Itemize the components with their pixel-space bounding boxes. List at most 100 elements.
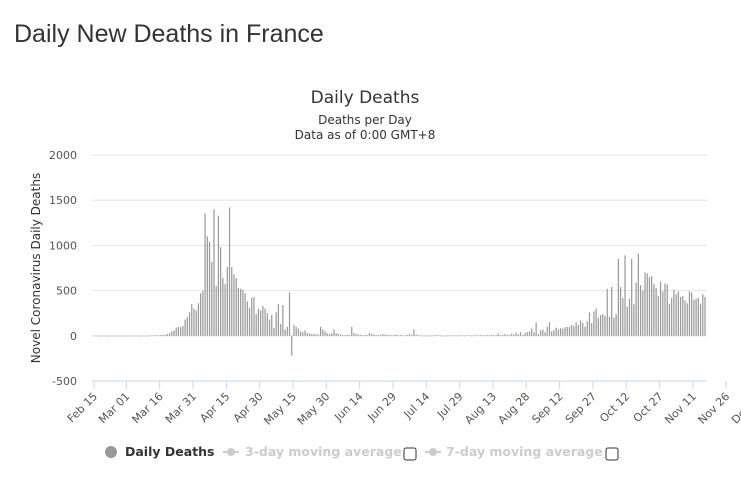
bar[interactable]: [695, 298, 697, 336]
bar[interactable]: [548, 322, 551, 336]
bar[interactable]: [371, 333, 373, 336]
bar[interactable]: [128, 335, 131, 337]
bar[interactable]: [655, 287, 657, 336]
bar[interactable]: [153, 335, 155, 337]
bar[interactable]: [353, 333, 355, 336]
bar[interactable]: [342, 334, 344, 336]
bar[interactable]: [553, 330, 555, 336]
bar[interactable]: [344, 335, 346, 336]
bar[interactable]: [157, 335, 160, 336]
bar[interactable]: [286, 326, 288, 336]
bar[interactable]: [237, 287, 240, 336]
bar[interactable]: [573, 325, 575, 336]
bar[interactable]: [633, 304, 635, 336]
bar[interactable]: [364, 334, 366, 336]
bar[interactable]: [524, 333, 526, 336]
bar[interactable]: [335, 333, 337, 336]
bar[interactable]: [497, 333, 499, 336]
bar[interactable]: [146, 335, 148, 337]
bar[interactable]: [486, 334, 488, 336]
bar[interactable]: [544, 332, 546, 336]
bar[interactable]: [124, 335, 126, 337]
bar[interactable]: [399, 334, 402, 336]
bar[interactable]: [606, 288, 608, 336]
bar[interactable]: [533, 332, 535, 336]
bar[interactable]: [297, 328, 300, 336]
checkbox-3day[interactable]: [403, 447, 417, 461]
bar[interactable]: [595, 308, 597, 336]
bar[interactable]: [204, 213, 206, 336]
bar[interactable]: [222, 277, 224, 336]
bar[interactable]: [251, 297, 253, 336]
bar[interactable]: [644, 272, 646, 336]
bar[interactable]: [433, 335, 435, 337]
bar[interactable]: [451, 335, 453, 337]
bar[interactable]: [408, 333, 411, 336]
bar[interactable]: [213, 209, 215, 336]
bar[interactable]: [215, 286, 217, 336]
bar[interactable]: [115, 335, 117, 337]
bar[interactable]: [495, 335, 497, 336]
bar[interactable]: [626, 306, 628, 336]
bar[interactable]: [693, 299, 695, 336]
bar[interactable]: [402, 335, 404, 337]
bar[interactable]: [659, 281, 662, 336]
bar[interactable]: [282, 305, 284, 336]
bar[interactable]: [413, 329, 415, 336]
bar[interactable]: [126, 335, 128, 337]
bar[interactable]: [331, 333, 333, 336]
bar[interactable]: [122, 335, 124, 337]
bar[interactable]: [675, 294, 677, 336]
bar[interactable]: [360, 334, 362, 336]
bar[interactable]: [175, 327, 177, 336]
bar[interactable]: [704, 296, 706, 336]
bar[interactable]: [193, 308, 195, 336]
bar[interactable]: [444, 335, 446, 337]
bar[interactable]: [471, 335, 473, 337]
bar[interactable]: [277, 304, 280, 336]
bar[interactable]: [220, 247, 222, 336]
bar[interactable]: [351, 326, 353, 336]
bar[interactable]: [315, 334, 317, 336]
bar[interactable]: [475, 335, 477, 337]
bar[interactable]: [340, 334, 342, 336]
bar[interactable]: [431, 335, 433, 337]
bar[interactable]: [688, 291, 691, 336]
bar[interactable]: [317, 334, 320, 336]
bar[interactable]: [682, 296, 684, 336]
bar[interactable]: [648, 277, 651, 336]
legend-item-7day[interactable]: 7-day moving average: [446, 444, 603, 459]
bar[interactable]: [624, 255, 626, 336]
bar[interactable]: [697, 297, 699, 336]
bar[interactable]: [131, 335, 133, 337]
legend-symbol-daily-deaths[interactable]: [105, 446, 117, 458]
bar[interactable]: [571, 324, 573, 336]
bar[interactable]: [108, 335, 111, 337]
bar[interactable]: [415, 334, 417, 336]
bar[interactable]: [144, 335, 146, 337]
bar[interactable]: [517, 334, 519, 336]
bar[interactable]: [615, 314, 617, 336]
bar[interactable]: [622, 297, 624, 336]
bar[interactable]: [244, 293, 246, 336]
bar[interactable]: [564, 327, 566, 336]
bar[interactable]: [306, 333, 308, 336]
bar[interactable]: [428, 335, 431, 337]
bar[interactable]: [582, 323, 584, 336]
bar[interactable]: [288, 292, 291, 336]
bar[interactable]: [439, 335, 442, 337]
bar[interactable]: [95, 335, 97, 337]
bar[interactable]: [397, 335, 400, 336]
bar[interactable]: [375, 334, 377, 336]
bar[interactable]: [231, 267, 233, 336]
bar[interactable]: [479, 335, 482, 336]
bar[interactable]: [322, 329, 324, 336]
bar[interactable]: [575, 322, 577, 336]
bar[interactable]: [395, 334, 397, 336]
bar[interactable]: [120, 335, 122, 337]
bar[interactable]: [224, 284, 226, 336]
bar[interactable]: [551, 331, 553, 336]
bar[interactable]: [304, 330, 306, 336]
bar[interactable]: [464, 335, 466, 337]
legend-item-daily-deaths[interactable]: Daily Deaths: [125, 444, 214, 459]
